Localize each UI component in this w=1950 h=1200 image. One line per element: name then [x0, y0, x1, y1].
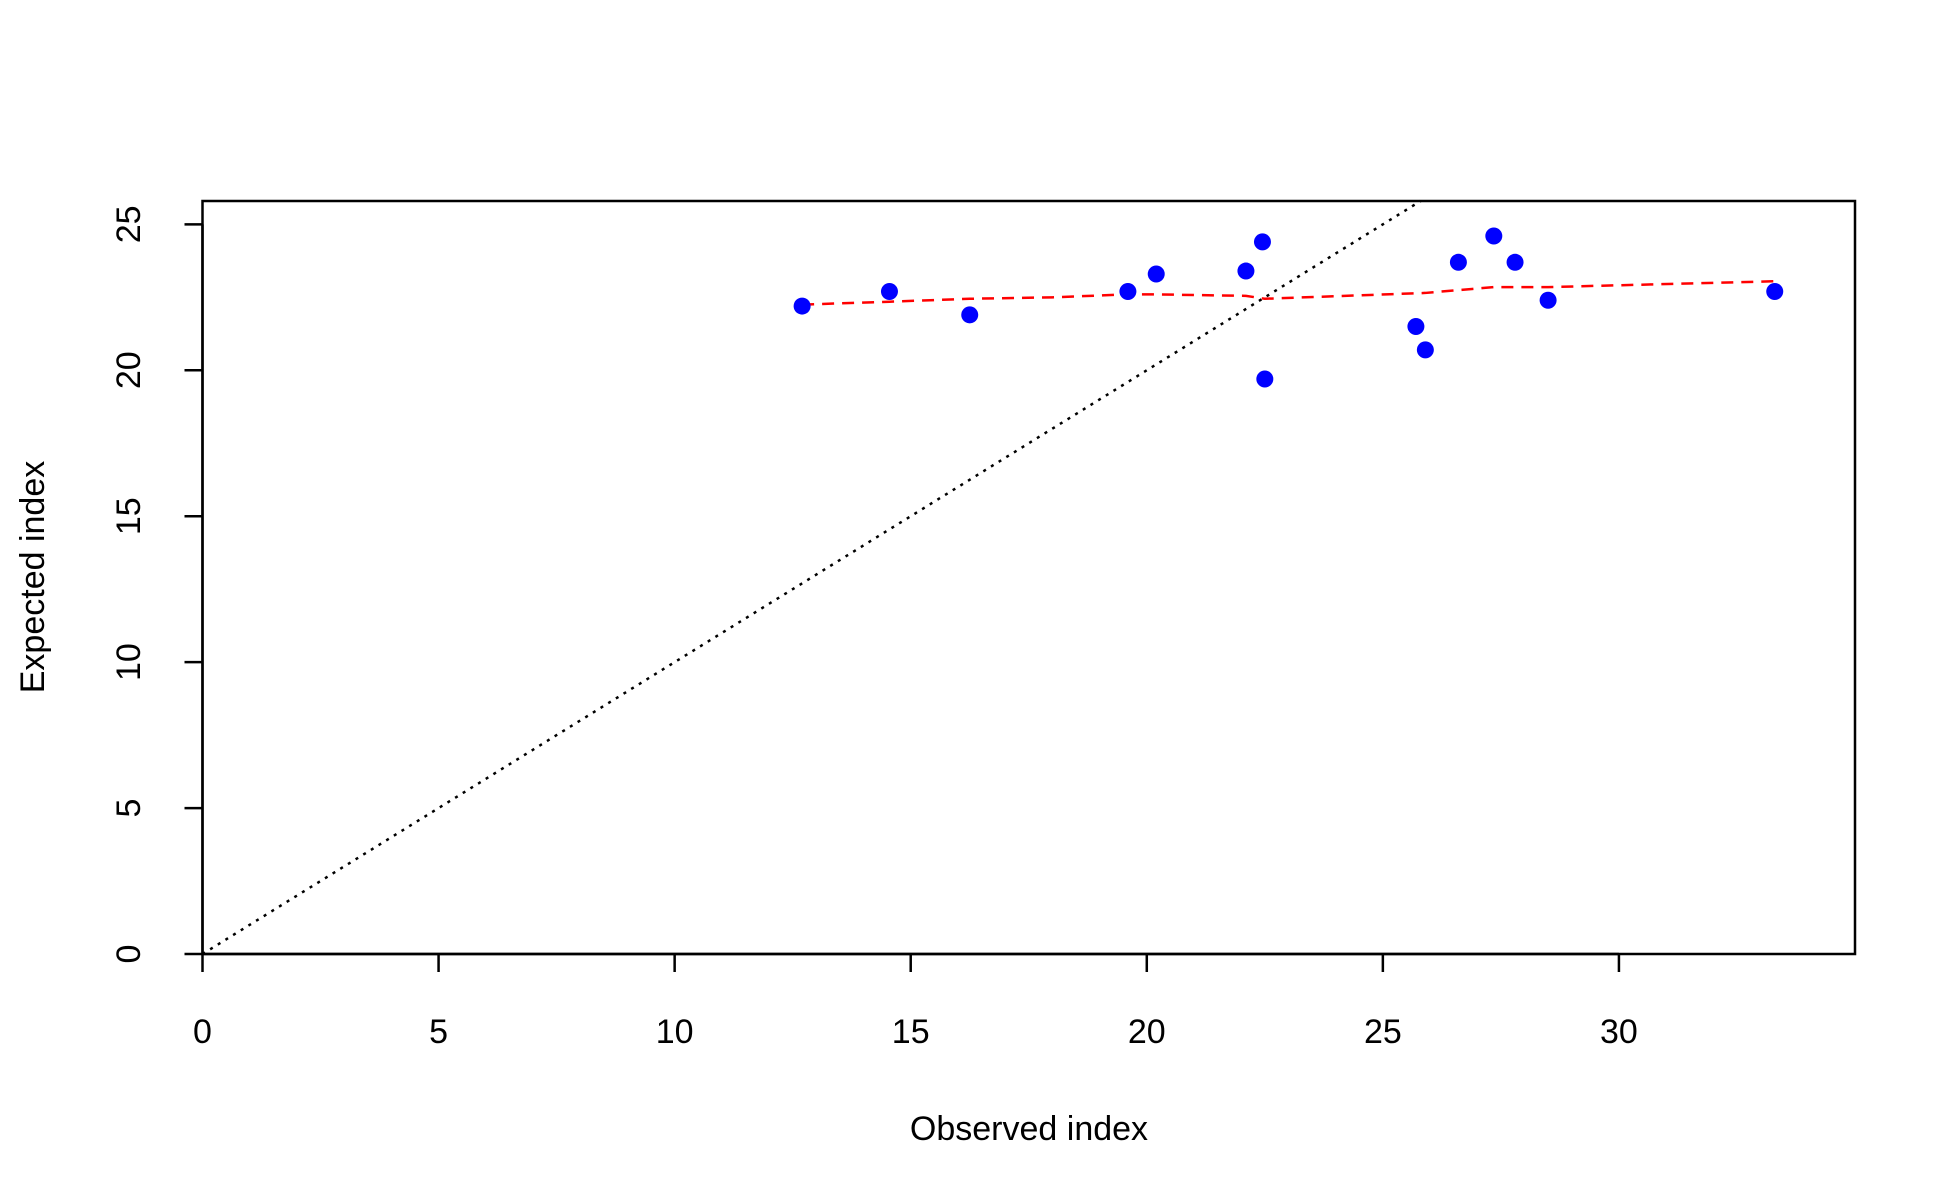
point — [1539, 291, 1557, 309]
x-tick-label: 15 — [892, 1013, 930, 1051]
y-tick-label: 20 — [110, 351, 148, 389]
y-tick-label: 5 — [110, 799, 148, 818]
y-tick-label: 10 — [110, 643, 148, 681]
point — [961, 306, 979, 324]
point — [1253, 233, 1271, 251]
y-tick-label: 15 — [110, 497, 148, 535]
point — [1449, 253, 1467, 271]
point — [793, 297, 811, 315]
point — [1119, 282, 1137, 300]
y-tick-label: 0 — [110, 945, 148, 964]
y-axis-label: Expected index — [14, 461, 52, 694]
x-axis-label: Observed index — [910, 1110, 1148, 1148]
point — [1147, 265, 1165, 283]
y-tick-label: 25 — [110, 205, 148, 243]
smooth-line — [802, 280, 1775, 306]
x-tick-label: 20 — [1128, 1013, 1166, 1051]
reference-line — [201, 199, 1422, 956]
point — [1766, 282, 1784, 300]
point — [1256, 370, 1274, 388]
point — [1506, 253, 1524, 271]
point — [1485, 227, 1503, 245]
point — [1416, 341, 1434, 359]
point — [1237, 262, 1255, 280]
x-tick-label: 5 — [429, 1013, 448, 1051]
point — [880, 282, 898, 300]
x-tick-label: 25 — [1364, 1013, 1402, 1051]
x-tick-label: 30 — [1600, 1013, 1638, 1051]
x-tick-label: 0 — [193, 1013, 212, 1051]
plot-frame — [201, 199, 1857, 956]
point — [1407, 318, 1425, 335]
x-tick-label: 10 — [656, 1013, 694, 1051]
